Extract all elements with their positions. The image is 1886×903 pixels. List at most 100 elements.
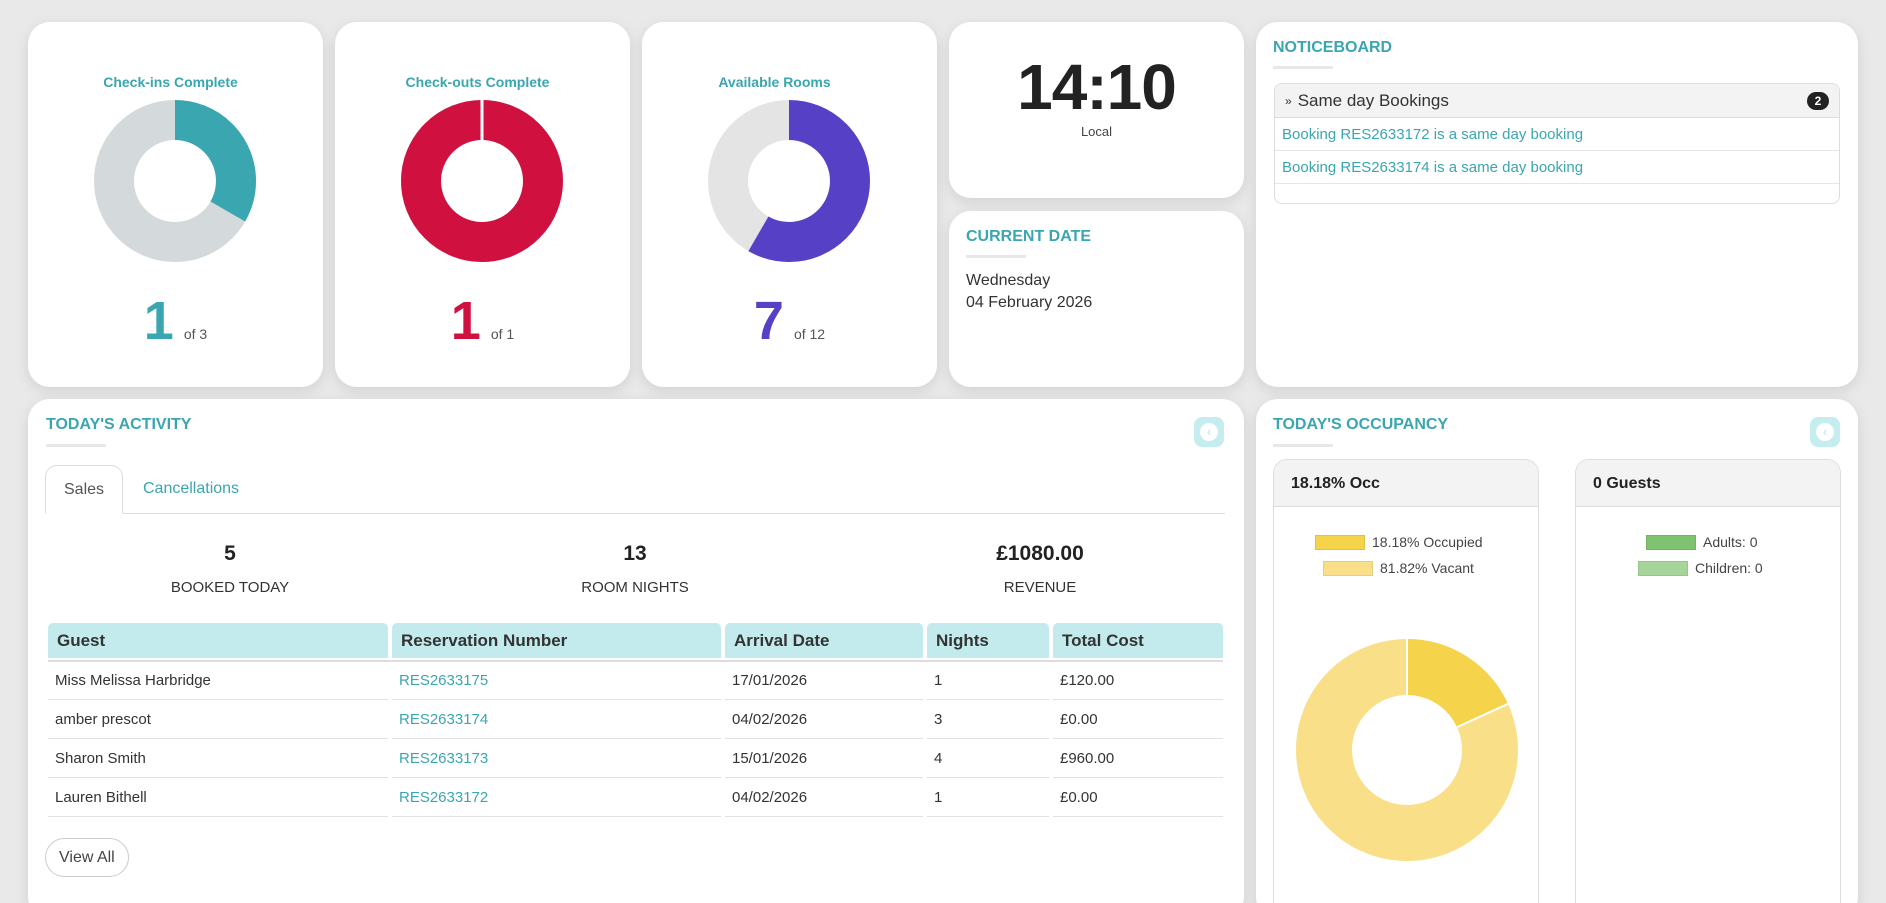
table-cell-nights: 1 — [927, 779, 1049, 817]
table-cell-guest: Lauren Bithell — [48, 779, 388, 817]
checkouts-title: Check-outs Complete — [405, 74, 550, 90]
legend-label: Adults: 0 — [1703, 534, 1758, 550]
double-chevron-down-icon: » — [1285, 93, 1292, 108]
current-date-underline — [966, 255, 1026, 258]
clock-zone: Local — [1080, 124, 1113, 139]
checkins-count-total: of 3 — [183, 326, 208, 342]
occupancy-title: TODAY'S OCCUPANCY — [1273, 416, 1449, 433]
stat-value: £1080.00 — [996, 542, 1084, 565]
chevron-left-icon: ‹ — [1200, 423, 1218, 441]
checkins-count-value: 1 — [143, 291, 174, 351]
checkins-count: 1 of 3 — [28, 290, 323, 352]
occupancy-underline — [1273, 444, 1333, 447]
clock-card: 14:10 Local — [949, 22, 1244, 198]
stat-value: 13 — [623, 542, 647, 565]
activity-collapse-button[interactable]: ‹ — [1194, 417, 1224, 447]
legend-occupied[interactable]: 18.18% Occupied — [1315, 534, 1483, 550]
notice-item-link[interactable]: Booking RES2633172 is a same day booking — [1282, 125, 1584, 143]
table-cell-total: £0.00 — [1053, 779, 1223, 817]
notice-item-link[interactable]: Booking RES2633174 is a same day booking — [1282, 158, 1584, 176]
notice-group-header[interactable]: » Same day Bookings 2 — [1275, 84, 1839, 118]
table-cell-total: £0.00 — [1053, 701, 1223, 739]
current-date-day: Wednesday — [966, 272, 1051, 289]
legend-label: 81.82% Vacant — [1380, 560, 1474, 576]
column-header-nights[interactable]: Nights — [927, 623, 1049, 658]
header-divider — [48, 660, 1223, 662]
checkouts-count-total: of 1 — [490, 326, 515, 342]
checkouts-card: Check-outs Complete 1 of 1 — [335, 22, 630, 387]
rooms-title: Available Rooms — [718, 74, 831, 90]
occupancy-rate-panel: 18.18% Occ 18.18% Occupied 81.82% Vacant — [1273, 459, 1539, 903]
table-cell-reservation-link[interactable]: RES2633175 — [392, 662, 721, 700]
stat-label: BOOKED TODAY — [170, 579, 290, 596]
checkins-card: Check-ins Complete 1 of 3 — [28, 22, 323, 387]
occupancy-rate-header: 18.18% Occ — [1274, 460, 1538, 507]
table-cell-reservation-link[interactable]: RES2633173 — [392, 740, 721, 778]
table-cell-arrival: 17/01/2026 — [725, 662, 923, 700]
noticeboard-title: NOTICEBOARD — [1273, 39, 1393, 56]
stat-revenue: £1080.00 REVENUE — [890, 542, 1190, 596]
checkins-donut — [94, 100, 256, 262]
tab-sales[interactable]: Sales — [45, 465, 124, 514]
rooms-count: 7 of 12 — [642, 290, 937, 352]
noticeboard-underline — [1273, 66, 1333, 69]
activity-title: TODAY'S ACTIVITY — [46, 416, 192, 433]
rooms-donut — [708, 100, 870, 262]
stat-value: 5 — [224, 542, 236, 565]
table-cell-reservation-link[interactable]: RES2633174 — [392, 701, 721, 739]
table-cell-nights: 3 — [927, 701, 1049, 739]
notice-item[interactable]: Booking RES2633172 is a same day booking — [1275, 118, 1839, 151]
table-cell-total: £960.00 — [1053, 740, 1223, 778]
table-cell-arrival: 04/02/2026 — [725, 701, 923, 739]
guests-header: 0 Guests — [1576, 460, 1840, 507]
occupancy-end-divider — [1456, 697, 1520, 729]
table-cell-guest: Miss Melissa Harbridge — [48, 662, 388, 700]
rooms-card: Available Rooms 7 of 12 — [642, 22, 937, 387]
notice-count-badge: 2 — [1807, 91, 1829, 110]
rooms-arc — [708, 100, 870, 262]
legend-swatch-vacant — [1323, 560, 1373, 576]
checkouts-count-value: 1 — [450, 291, 481, 351]
rooms-count-value: 7 — [753, 291, 784, 351]
stat-label: REVENUE — [1003, 579, 1077, 596]
notice-group-label: Same day Bookings — [1297, 90, 1449, 110]
table-cell-guest: amber prescot — [48, 701, 388, 739]
current-date-date: 04 February 2026 — [966, 294, 1093, 311]
column-header-arrival[interactable]: Arrival Date — [725, 623, 923, 658]
table-cell-guest: Sharon Smith — [48, 740, 388, 778]
legend-vacant[interactable]: 81.82% Vacant — [1323, 560, 1474, 576]
view-all-button[interactable]: View All — [45, 838, 129, 877]
tab-cancellations[interactable]: Cancellations — [143, 480, 240, 497]
legend-label: 18.18% Occupied — [1372, 534, 1483, 550]
checkins-arc — [94, 100, 256, 262]
table-cell-reservation-link[interactable]: RES2633172 — [392, 779, 721, 817]
table-cell-nights: 4 — [927, 740, 1049, 778]
rooms-count-total: of 12 — [793, 326, 826, 342]
column-header-total[interactable]: Total Cost — [1053, 623, 1223, 658]
legend-swatch-adults — [1646, 534, 1696, 550]
legend-adults[interactable]: Adults: 0 — [1646, 534, 1757, 550]
checkouts-donut — [401, 98, 563, 262]
table-cell-total: £120.00 — [1053, 662, 1223, 700]
chevron-left-icon: ‹ — [1816, 423, 1834, 441]
occupancy-collapse-button[interactable]: ‹ — [1810, 417, 1840, 447]
activity-underline — [46, 444, 106, 447]
activity-tabs: Sales Cancellations — [45, 465, 1225, 514]
stat-booked-today: 5 BOOKED TODAY — [80, 542, 380, 596]
current-date-card: CURRENT DATE Wednesday 04 February 2026 — [949, 211, 1244, 387]
notice-group: » Same day Bookings 2 Booking RES2633172… — [1274, 83, 1840, 204]
occupancy-donut — [1296, 637, 1520, 861]
checkouts-count: 1 of 1 — [335, 290, 630, 352]
legend-swatch-children — [1638, 560, 1688, 576]
column-header-guest[interactable]: Guest — [48, 623, 388, 658]
legend-swatch-occupied — [1315, 534, 1365, 550]
current-date-title: CURRENT DATE — [966, 228, 1092, 245]
checkins-title: Check-ins Complete — [103, 74, 238, 90]
legend-label: Children: 0 — [1695, 560, 1763, 576]
table-cell-arrival: 15/01/2026 — [725, 740, 923, 778]
clock-time: 14:10 — [1017, 51, 1177, 123]
notice-item[interactable]: Booking RES2633174 is a same day booking — [1275, 151, 1839, 184]
stat-room-nights: 13 ROOM NIGHTS — [485, 542, 785, 596]
column-header-reservation[interactable]: Reservation Number — [392, 623, 721, 658]
legend-children[interactable]: Children: 0 — [1638, 560, 1763, 576]
